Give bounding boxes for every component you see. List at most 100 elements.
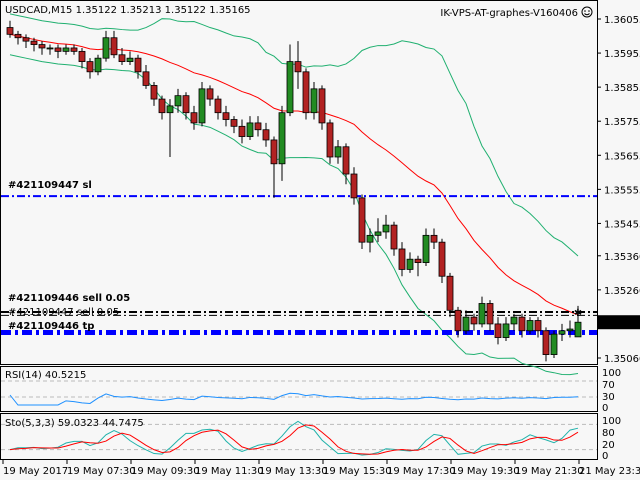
candle-body — [174, 95, 182, 107]
candle — [550, 330, 558, 358]
candle-body — [158, 98, 166, 114]
candle — [286, 44, 294, 117]
candle — [486, 300, 494, 331]
price-tick-label: 1.35260 — [604, 286, 640, 297]
candle-body — [126, 57, 134, 62]
axes-layer: 1.36055 1.35955 1.35855 1.35755 1.35655 1.355… — [2, 15, 640, 477]
candle — [110, 30, 118, 59]
candle-body — [438, 241, 446, 277]
candle-body — [270, 139, 278, 165]
candle — [414, 255, 422, 277]
candle — [470, 313, 478, 331]
candle-body — [350, 173, 358, 199]
candle-body — [46, 47, 54, 50]
candle-body — [318, 88, 326, 124]
time-tick-label: 19 May 13:30 — [259, 466, 328, 477]
candle — [302, 68, 310, 120]
candle-body — [222, 112, 230, 120]
price-tick-label: 1.35655 — [604, 151, 640, 162]
candle-body — [534, 320, 542, 332]
candle — [446, 272, 454, 318]
candle — [566, 320, 574, 338]
candle-body — [206, 88, 214, 100]
candle — [326, 119, 334, 164]
price-tick-label: 1.35060 — [604, 354, 640, 365]
candle — [294, 41, 302, 89]
order-label-sell2: #421109447 sell 0.05 — [8, 307, 119, 318]
candle-body — [518, 316, 526, 332]
candle-body — [406, 258, 414, 270]
price-tick-label: 1.35360 — [604, 252, 640, 263]
candle — [38, 41, 46, 55]
candle — [214, 95, 222, 120]
candle — [254, 116, 262, 137]
candle — [174, 88, 182, 113]
stoch-tick-label: 20 — [602, 440, 615, 451]
candle — [526, 317, 534, 335]
candle-body — [414, 258, 422, 264]
candle-body — [286, 61, 294, 114]
candle-body — [446, 275, 454, 311]
candle-body — [430, 234, 438, 243]
candle-body — [246, 122, 254, 137]
candle — [222, 105, 230, 127]
candle-body — [494, 323, 502, 338]
candle — [278, 105, 286, 181]
smiley-icon[interactable] — [581, 6, 593, 18]
candle — [142, 64, 150, 89]
candle — [6, 20, 14, 38]
candle-body — [118, 54, 126, 62]
candle — [510, 313, 518, 331]
order-arrow-icon: ✱ — [574, 308, 582, 319]
candle — [366, 228, 374, 253]
rsi-tick-label: 30 — [602, 392, 615, 403]
price-tick-label: 1.35455 — [604, 219, 640, 230]
candle-body — [390, 224, 398, 250]
candle — [534, 317, 542, 338]
candle — [310, 82, 318, 120]
candle-body — [502, 323, 510, 338]
candle — [518, 313, 526, 338]
stoch-panel[interactable] — [0, 413, 598, 460]
stoch-main-line — [9, 420, 579, 456]
candle-body — [30, 40, 38, 45]
candle — [14, 30, 22, 45]
candle — [542, 327, 550, 362]
stoch-label: Sto(5,3,3) 59.0323 44.7475 — [5, 418, 144, 429]
candle — [246, 116, 254, 140]
rsi-label: RSI(14) 40.5215 — [5, 370, 86, 381]
candle — [150, 82, 158, 106]
candle-body — [510, 316, 518, 325]
candle — [422, 228, 430, 267]
candle — [558, 323, 566, 341]
candle-body — [110, 37, 118, 56]
candle-body — [166, 105, 174, 114]
candle — [382, 214, 390, 239]
order-label-tp: #421109446 tp — [8, 321, 94, 332]
candle-body — [86, 61, 94, 73]
time-tick-label: 19 May 11:30 — [195, 466, 264, 477]
candle-body — [342, 146, 350, 175]
time-tick-label: 19 May 07:30 — [67, 466, 136, 477]
candle — [390, 221, 398, 256]
candle — [78, 47, 86, 69]
rsi-panel[interactable] — [0, 366, 598, 412]
candle-body — [310, 88, 318, 114]
candle-body — [334, 146, 342, 158]
candle-body — [142, 71, 150, 86]
time-tick-label: 19 May 09:30 — [131, 466, 200, 477]
candle — [166, 99, 174, 157]
candle-body — [470, 316, 478, 325]
time-tick-label: 19 May 2017 — [3, 466, 68, 477]
candle-body — [214, 98, 222, 114]
candle-body — [542, 330, 550, 355]
candle-body — [262, 129, 270, 141]
time-tick-label: 19 May 17:30 — [387, 466, 456, 477]
candle-body — [558, 330, 566, 335]
candle — [62, 44, 70, 55]
candle — [334, 139, 342, 164]
candle-body — [70, 47, 78, 52]
